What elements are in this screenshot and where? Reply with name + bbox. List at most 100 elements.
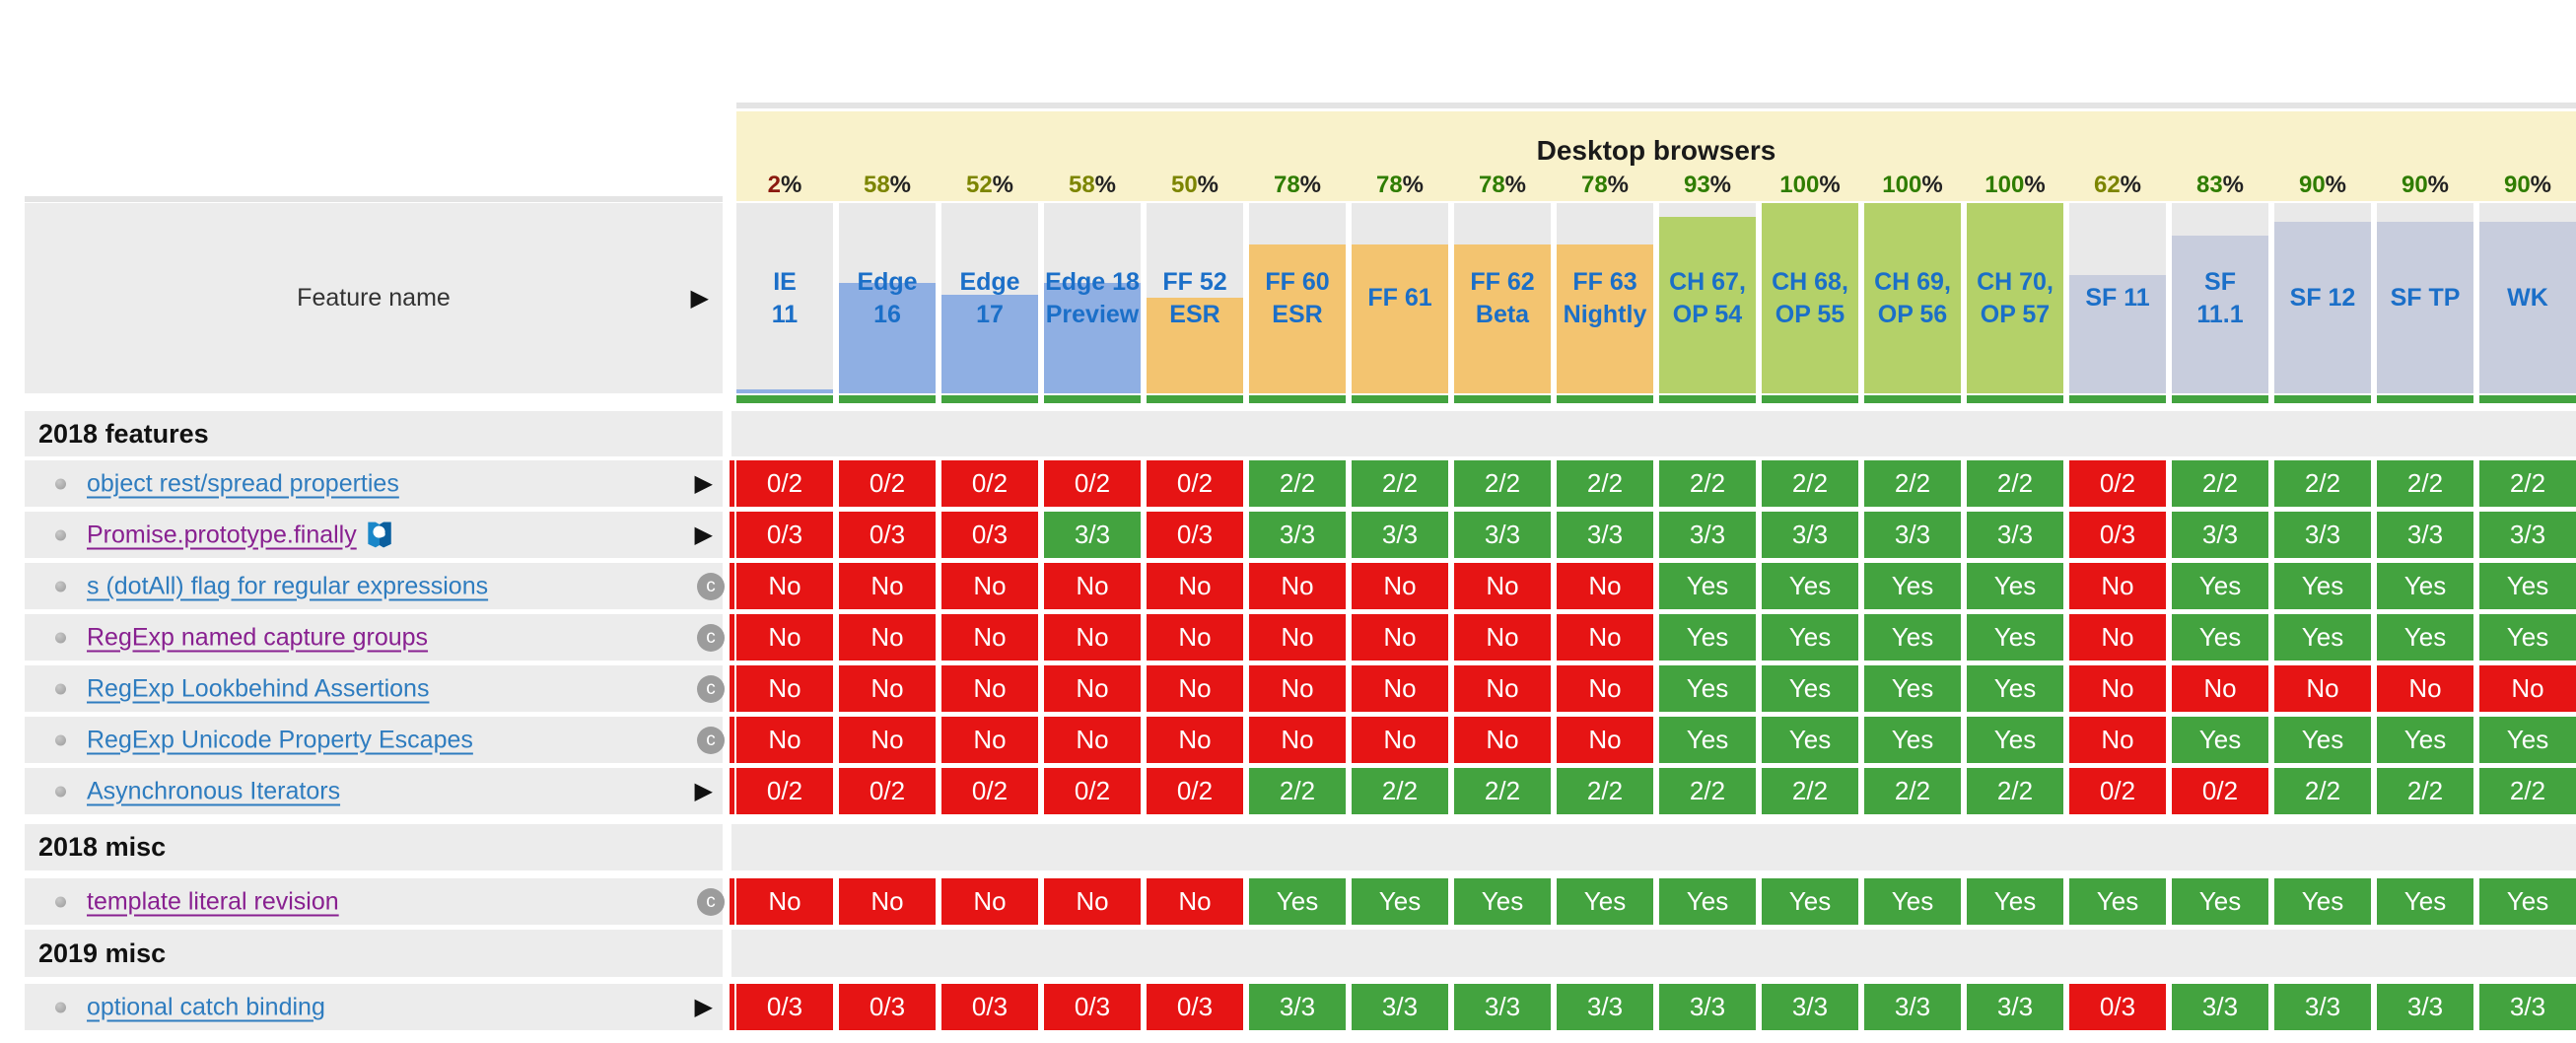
support-cell[interactable]: No [1044, 614, 1141, 661]
support-cell[interactable]: Yes [1967, 563, 2063, 609]
row-expand-icon[interactable]: ▶ [694, 993, 713, 1020]
support-cell[interactable]: No [1454, 563, 1551, 609]
feature-link[interactable]: template literal revision [87, 887, 339, 916]
support-cell[interactable]: 2/2 [1352, 460, 1448, 507]
support-cell[interactable]: 2/2 [1967, 460, 2063, 507]
support-cell[interactable]: No [1352, 614, 1448, 661]
support-cell[interactable]: Yes [2274, 563, 2371, 609]
support-cell[interactable]: Yes [2377, 717, 2473, 763]
support-cell[interactable]: Yes [2172, 614, 2268, 661]
support-cell[interactable]: Yes [2069, 878, 2166, 925]
support-cell[interactable]: No [1352, 717, 1448, 763]
support-cell[interactable]: No [1352, 665, 1448, 712]
support-cell[interactable]: 0/2 [1147, 768, 1243, 814]
feature-link[interactable]: RegExp named capture groups [87, 623, 428, 652]
browser-header-ff-63-nightly[interactable]: FF 63 Nightly [1557, 203, 1653, 393]
support-cell[interactable]: Yes [2479, 878, 2576, 925]
support-cell[interactable]: Yes [2479, 563, 2576, 609]
support-cell[interactable]: 0/2 [736, 768, 833, 814]
expand-all-icon[interactable]: ▶ [690, 284, 709, 312]
support-cell[interactable]: Yes [1864, 878, 1961, 925]
feature-link[interactable]: Promise.prototype.finally [87, 521, 393, 549]
support-cell[interactable]: Yes [1762, 563, 1858, 609]
feature-link[interactable]: object rest/spread properties [87, 469, 399, 498]
support-cell[interactable]: 0/3 [839, 984, 936, 1030]
support-cell[interactable]: No [839, 878, 936, 925]
support-cell[interactable]: Yes [1249, 878, 1346, 925]
support-cell[interactable]: No [941, 614, 1038, 661]
support-cell[interactable]: Yes [1864, 665, 1961, 712]
support-cell[interactable]: No [1557, 563, 1653, 609]
feature-link[interactable]: RegExp Unicode Property Escapes [87, 726, 473, 754]
support-cell[interactable]: No [1147, 614, 1243, 661]
support-cell[interactable]: 3/3 [1454, 512, 1551, 558]
browser-header-edge-17[interactable]: Edge 17 [941, 203, 1038, 393]
support-cell[interactable]: 0/3 [941, 984, 1038, 1030]
support-cell[interactable]: 3/3 [1864, 512, 1961, 558]
feature-link[interactable]: RegExp Lookbehind Assertions [87, 674, 429, 703]
support-cell[interactable]: 3/3 [1557, 984, 1653, 1030]
support-cell[interactable]: 2/2 [2377, 768, 2473, 814]
support-cell[interactable]: 2/2 [1864, 768, 1961, 814]
browser-header-sf-12[interactable]: SF 12 [2274, 203, 2371, 393]
contributions-badge-icon[interactable]: c [697, 726, 725, 754]
support-cell[interactable]: 2/2 [1659, 460, 1756, 507]
support-cell[interactable]: No [1044, 563, 1141, 609]
support-cell[interactable]: 2/2 [2479, 460, 2576, 507]
contributions-badge-icon[interactable]: c [697, 623, 725, 652]
support-cell[interactable]: 2/2 [2274, 460, 2371, 507]
browser-header-wk[interactable]: WK [2479, 203, 2576, 393]
support-cell[interactable]: No [2069, 717, 2166, 763]
support-cell[interactable]: 2/2 [1557, 768, 1653, 814]
support-cell[interactable]: 0/3 [1044, 984, 1141, 1030]
support-cell[interactable]: No [736, 665, 833, 712]
support-cell[interactable]: No [2069, 665, 2166, 712]
feature-link[interactable]: s (dotAll) flag for regular expressions [87, 572, 488, 600]
support-cell[interactable]: Yes [1454, 878, 1551, 925]
support-cell[interactable]: No [1147, 665, 1243, 712]
feature-link[interactable]: optional catch binding [87, 993, 325, 1021]
support-cell[interactable]: No [1147, 717, 1243, 763]
support-cell[interactable]: Yes [2377, 563, 2473, 609]
support-cell[interactable]: Yes [1967, 665, 2063, 712]
support-cell[interactable]: No [1454, 717, 1551, 763]
support-cell[interactable]: 0/2 [2172, 768, 2268, 814]
support-cell[interactable]: No [1454, 614, 1551, 661]
support-cell[interactable]: Yes [1659, 614, 1756, 661]
browser-header-ch-68-op-55[interactable]: CH 68, OP 55 [1762, 203, 1858, 393]
support-cell[interactable]: 3/3 [1352, 984, 1448, 1030]
support-cell[interactable]: 0/3 [839, 512, 936, 558]
support-cell[interactable]: 3/3 [1659, 512, 1756, 558]
support-cell[interactable]: Yes [2274, 878, 2371, 925]
support-cell[interactable]: No [1147, 563, 1243, 609]
support-cell[interactable]: No [941, 717, 1038, 763]
support-cell[interactable]: No [1249, 563, 1346, 609]
support-cell[interactable]: 2/2 [1659, 768, 1756, 814]
support-cell[interactable]: 3/3 [1762, 512, 1858, 558]
support-cell[interactable]: 2/2 [1762, 768, 1858, 814]
browser-header-sf-11[interactable]: SF 11 [2069, 203, 2166, 393]
support-cell[interactable]: No [1249, 665, 1346, 712]
support-cell[interactable]: Yes [1659, 878, 1756, 925]
browser-header-ie-11[interactable]: IE 11 [736, 203, 833, 393]
support-cell[interactable]: Yes [1557, 878, 1653, 925]
support-cell[interactable]: 2/2 [1762, 460, 1858, 507]
support-cell[interactable]: Yes [1762, 878, 1858, 925]
support-cell[interactable]: 0/2 [1147, 460, 1243, 507]
browser-header-ch-70-op-57[interactable]: CH 70, OP 57 [1967, 203, 2063, 393]
support-cell[interactable]: 3/3 [1249, 984, 1346, 1030]
support-cell[interactable]: No [839, 614, 936, 661]
contributions-badge-icon[interactable]: c [697, 887, 725, 916]
support-cell[interactable]: Yes [1967, 878, 2063, 925]
mdn-doc-flag-icon[interactable] [366, 522, 393, 549]
browser-header-ff-62-beta[interactable]: FF 62 Beta [1454, 203, 1551, 393]
support-cell[interactable]: 2/2 [1557, 460, 1653, 507]
support-cell[interactable]: 3/3 [2274, 984, 2371, 1030]
support-cell[interactable]: 2/2 [2274, 768, 2371, 814]
support-cell[interactable]: No [2069, 614, 2166, 661]
support-cell[interactable]: No [839, 563, 936, 609]
contributions-badge-icon[interactable]: c [697, 674, 725, 703]
support-cell[interactable]: 3/3 [1249, 512, 1346, 558]
support-cell[interactable]: 2/2 [1249, 460, 1346, 507]
support-cell[interactable]: 0/2 [2069, 768, 2166, 814]
